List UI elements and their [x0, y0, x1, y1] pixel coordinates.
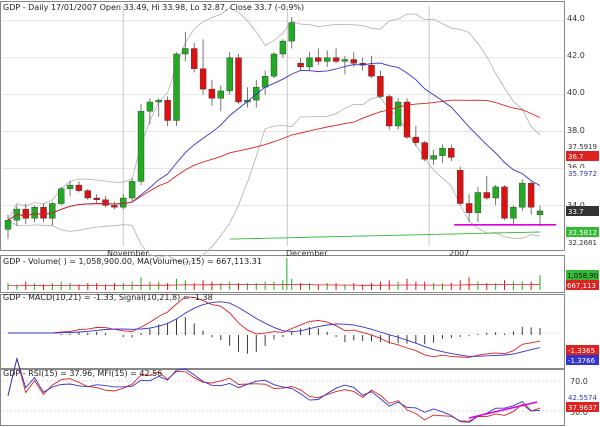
- candle-body: [297, 63, 304, 68]
- candle-body: [93, 197, 100, 200]
- candle-body: [182, 48, 189, 55]
- candle-body: [403, 101, 411, 138]
- candle-body: [279, 40, 287, 55]
- macd-tag: -1.3766: [568, 357, 596, 365]
- macd-line: [8, 296, 541, 358]
- candle-body: [75, 184, 83, 191]
- rsi-tag: 37.9637: [568, 404, 597, 412]
- candle-body: [111, 205, 118, 208]
- rsi-y-tick: 30.0: [570, 408, 588, 417]
- macd-tag: -1.3365: [568, 347, 595, 355]
- candle-body: [217, 90, 225, 99]
- rsi-tag: 42.5574: [568, 394, 597, 402]
- rsi-panel-header: GDP - RSI(15) = 37.96, MFI(15) = 42.56: [3, 369, 162, 378]
- candle-body: [137, 110, 145, 182]
- price-tag: 35.7972: [568, 170, 597, 178]
- candle-body: [412, 136, 420, 143]
- candle-body: [102, 199, 109, 206]
- candle-body: [394, 101, 402, 127]
- volume-ma-line: [7, 283, 541, 287]
- candle-body: [128, 181, 136, 199]
- price-y-tick: 34.0: [567, 201, 585, 210]
- candle-body: [474, 192, 482, 213]
- mfi-line: [7, 356, 541, 423]
- candle-body: [288, 22, 295, 42]
- candle-body: [190, 48, 198, 69]
- candle-body: [492, 186, 499, 199]
- price-y-tick: 36.0: [567, 163, 585, 172]
- price-y-tick: 40.0: [567, 88, 585, 97]
- price-tag: 37.5919: [568, 143, 597, 151]
- rsi-line: [7, 358, 541, 422]
- bollinger-upper: [7, 7, 541, 221]
- candle-body: [421, 142, 428, 160]
- candle-body: [31, 206, 38, 219]
- candle-body: [501, 186, 508, 219]
- volume-tag: 667,113: [567, 282, 596, 290]
- price-tag: 32.5812: [568, 229, 597, 237]
- candle-body: [58, 188, 65, 204]
- candle-body: [146, 101, 154, 112]
- macd-panel-header: GDP - MACD(10,21) = -1.33, Signal(10,21,…: [3, 293, 213, 302]
- month-label: 2007: [449, 249, 469, 258]
- candle-body: [536, 210, 544, 215]
- candle-body: [84, 190, 92, 199]
- panel-frame: [0, 369, 565, 426]
- price-y-tick: 44.0: [567, 14, 585, 23]
- candle-body: [66, 184, 74, 190]
- ma-slow-line: [7, 99, 541, 221]
- bollinger-lower: [7, 96, 541, 264]
- rsi-trendline: [468, 401, 538, 419]
- candle-body: [226, 57, 233, 92]
- candle-body: [40, 206, 47, 219]
- ma-long-line: [229, 231, 541, 240]
- volume-panel-header: GDP - Volume( ) = 1,058,900.00, MA(Volum…: [3, 257, 262, 266]
- price-y-tick: 42.0: [567, 51, 585, 60]
- candle-body: [261, 75, 269, 88]
- candle-body: [448, 147, 455, 158]
- candle-body: [173, 53, 180, 121]
- candle-body: [386, 96, 393, 127]
- candle-body: [235, 57, 242, 103]
- candle-body: [430, 155, 437, 160]
- candle-body: [306, 57, 313, 68]
- candle-body: [510, 206, 517, 219]
- candle-body: [519, 182, 526, 208]
- candle-body: [324, 57, 331, 62]
- price-y-tick: 38.0: [567, 126, 585, 135]
- rsi-y-tick: 70.0: [570, 377, 588, 386]
- candle-body: [527, 182, 535, 208]
- candle-body: [164, 99, 171, 121]
- price-tag: 33.7: [568, 208, 584, 216]
- candle-body: [465, 203, 473, 213]
- candle-body: [4, 219, 12, 230]
- candle-body: [377, 75, 384, 97]
- candle-body: [315, 57, 322, 62]
- volume-tag: 1,058,90: [567, 272, 598, 280]
- panel-frame: [0, 1, 565, 251]
- candle-body: [208, 88, 216, 99]
- month-label: November: [107, 249, 149, 258]
- panel-frame: [0, 255, 565, 293]
- candle-body: [120, 197, 127, 208]
- price-tag: 32.2681: [568, 239, 597, 247]
- panel-frame: [0, 294, 565, 369]
- candle-body: [22, 208, 29, 219]
- candle-body: [368, 64, 375, 77]
- candle-body: [350, 59, 357, 64]
- candle-body: [49, 203, 56, 219]
- candle-body: [483, 192, 490, 199]
- month-label: December: [286, 249, 328, 258]
- price-panel-header: GDP - Daily 17/01/2007 Open 33.49, Hi 33…: [3, 3, 304, 12]
- macd-signal-line: [8, 301, 541, 357]
- candle-body: [332, 57, 340, 62]
- candle-body: [457, 170, 464, 204]
- price-tag: 36.7: [568, 153, 584, 161]
- candle-body: [155, 99, 162, 103]
- candle-body: [341, 59, 349, 62]
- candle-body: [270, 53, 278, 77]
- candle-body: [439, 147, 446, 156]
- candle-body: [199, 68, 207, 90]
